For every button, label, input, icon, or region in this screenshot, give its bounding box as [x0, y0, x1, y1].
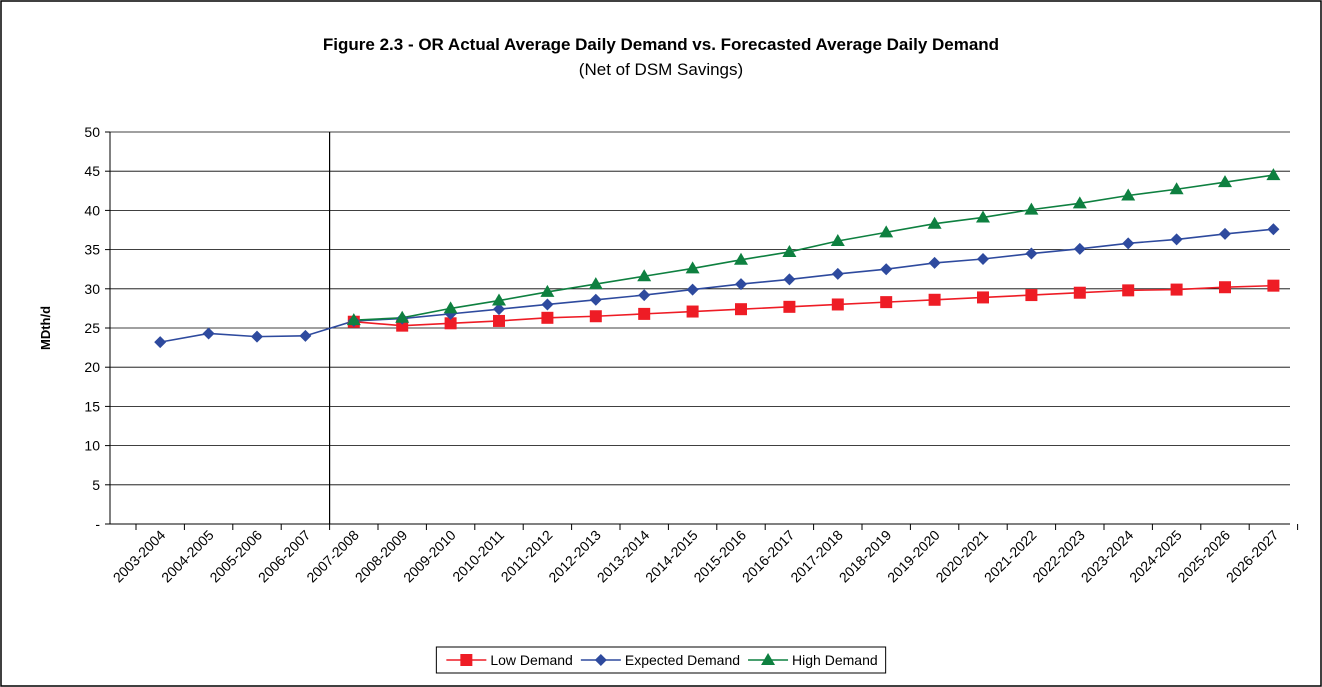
marker — [493, 314, 505, 327]
marker — [346, 313, 361, 326]
marker — [1169, 182, 1184, 195]
marker — [1025, 289, 1038, 302]
marker — [444, 317, 457, 330]
marker — [976, 210, 990, 223]
marker — [202, 327, 215, 340]
marker — [1267, 223, 1280, 236]
marker — [1219, 227, 1231, 240]
marker — [735, 278, 747, 291]
marker — [880, 296, 893, 309]
marker — [1121, 188, 1136, 201]
legend-label: High Demand — [792, 652, 878, 668]
marker — [594, 654, 607, 666]
marker — [1024, 202, 1039, 215]
chart-title: Figure 2.3 - OR Actual Average Daily Dem… — [323, 35, 999, 54]
y-tick-label: 50 — [84, 124, 100, 140]
marker — [783, 273, 796, 286]
legend: Low Demand Expected Demand High Demand — [435, 646, 887, 674]
legend-label: Expected Demand — [625, 652, 740, 668]
marker — [879, 225, 894, 238]
marker — [1122, 237, 1135, 250]
marker — [761, 653, 776, 665]
series-line — [160, 228, 1274, 343]
marker — [1266, 168, 1281, 181]
legend-item: High Demand — [748, 652, 878, 668]
marker — [638, 289, 651, 302]
marker — [540, 284, 555, 297]
marker — [734, 252, 748, 265]
marker — [493, 303, 505, 316]
marker — [395, 310, 410, 323]
marker — [589, 310, 602, 323]
marker — [1170, 233, 1183, 246]
marker — [299, 329, 312, 342]
marker — [830, 233, 845, 246]
marker — [782, 244, 797, 257]
chart-subtitle: (Net of DSM Savings) — [579, 60, 743, 79]
y-tick-label: 20 — [84, 359, 100, 375]
marker — [928, 256, 941, 269]
marker — [1267, 279, 1280, 292]
marker — [831, 267, 844, 280]
marker — [1073, 242, 1086, 255]
y-tick-label: 45 — [84, 163, 100, 179]
marker — [783, 300, 796, 313]
marker — [589, 293, 602, 306]
y-tick-label: 15 — [84, 398, 100, 414]
marker — [831, 298, 844, 311]
legend-box — [435, 646, 887, 674]
marker — [735, 303, 747, 316]
marker — [1072, 196, 1087, 209]
y-axis-title: MDth/d — [38, 306, 53, 350]
marker — [541, 298, 554, 311]
y-tick-label: 10 — [84, 438, 100, 454]
legend-item: Low Demand — [446, 652, 573, 668]
marker — [928, 293, 941, 306]
marker — [443, 301, 458, 314]
series-line — [353, 284, 1274, 327]
marker — [492, 293, 506, 306]
series-line — [353, 174, 1274, 321]
marker — [638, 307, 651, 320]
marker — [1025, 247, 1038, 260]
y-tick-label: 35 — [84, 242, 100, 258]
marker — [251, 330, 263, 343]
marker — [460, 654, 473, 666]
marker — [686, 283, 699, 296]
marker — [880, 263, 893, 276]
marker — [637, 269, 652, 282]
marker — [1122, 284, 1135, 297]
marker — [685, 261, 700, 274]
marker — [1170, 283, 1183, 296]
y-tick-label: 25 — [84, 320, 100, 336]
marker — [1073, 286, 1086, 299]
y-tick-label: 40 — [84, 202, 100, 218]
legend-item: Expected Demand — [580, 652, 740, 668]
y-tick-label: - — [95, 516, 100, 532]
marker — [154, 336, 167, 349]
y-tick-label: 5 — [92, 477, 100, 493]
y-tick-label: 30 — [84, 281, 100, 297]
marker — [588, 277, 603, 290]
marker — [1219, 281, 1231, 294]
marker — [977, 291, 989, 304]
marker — [1218, 175, 1232, 188]
marker — [686, 305, 699, 318]
legend-label: Low Demand — [490, 652, 573, 668]
marker — [541, 311, 554, 324]
marker — [977, 253, 989, 266]
marker — [927, 216, 942, 229]
